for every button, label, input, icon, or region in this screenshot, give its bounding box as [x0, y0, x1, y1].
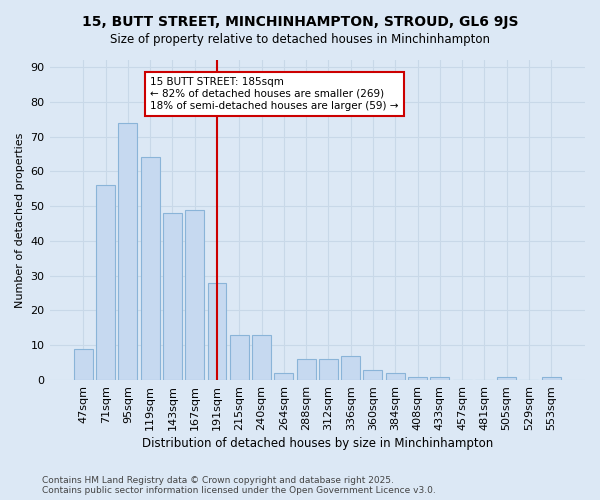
Bar [296, 359, 316, 380]
Bar [408, 376, 427, 380]
Bar [341, 356, 360, 380]
Bar [208, 282, 226, 380]
Bar [141, 158, 160, 380]
Y-axis label: Number of detached properties: Number of detached properties [15, 132, 25, 308]
Text: 15 BUTT STREET: 185sqm
← 82% of detached houses are smaller (269)
18% of semi-de: 15 BUTT STREET: 185sqm ← 82% of detached… [150, 78, 398, 110]
Bar [252, 335, 271, 380]
Text: Contains HM Land Registry data © Crown copyright and database right 2025.
Contai: Contains HM Land Registry data © Crown c… [42, 476, 436, 495]
Bar [118, 122, 137, 380]
Text: Size of property relative to detached houses in Minchinhampton: Size of property relative to detached ho… [110, 32, 490, 46]
Bar [163, 213, 182, 380]
Bar [497, 376, 516, 380]
Bar [430, 376, 449, 380]
Bar [185, 210, 204, 380]
Bar [274, 373, 293, 380]
Bar [542, 376, 560, 380]
Bar [386, 373, 405, 380]
Bar [319, 359, 338, 380]
Bar [230, 335, 249, 380]
Bar [74, 349, 93, 380]
Text: 15, BUTT STREET, MINCHINHAMPTON, STROUD, GL6 9JS: 15, BUTT STREET, MINCHINHAMPTON, STROUD,… [82, 15, 518, 29]
Bar [96, 185, 115, 380]
Bar [364, 370, 382, 380]
X-axis label: Distribution of detached houses by size in Minchinhampton: Distribution of detached houses by size … [142, 437, 493, 450]
